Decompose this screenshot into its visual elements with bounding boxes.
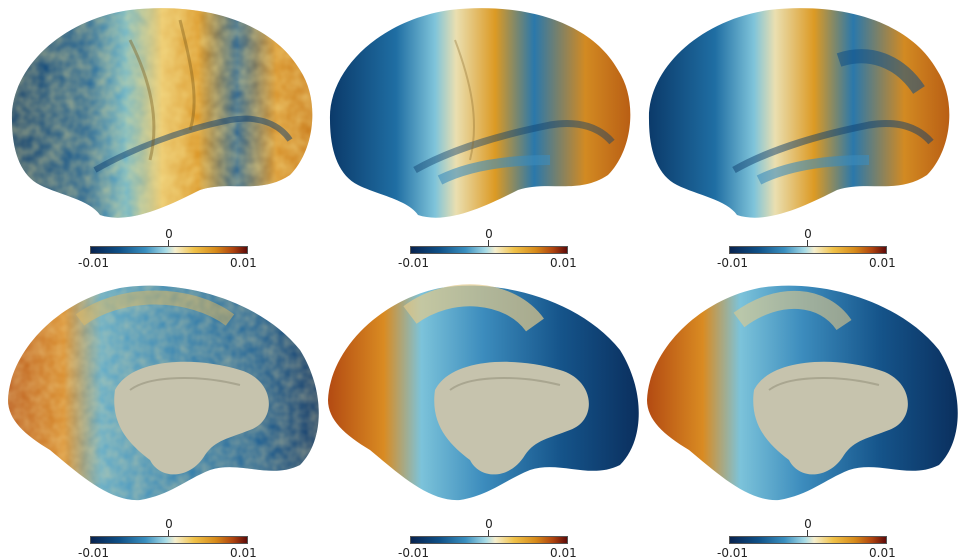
colorbar-max-label: 0.01	[230, 546, 257, 560]
colorbar-mid-label: 0	[165, 227, 173, 241]
colorbar-mid-tick	[488, 530, 489, 536]
colorbar-mid-tick	[807, 530, 808, 536]
panel-medial-2: 0 -0.01 0.01	[320, 280, 640, 560]
colorbar-max-label: 0.01	[550, 256, 577, 270]
colorbar-mid-label: 0	[485, 517, 493, 531]
brain-medial-noisy	[8, 285, 319, 501]
colorbar-mid-tick	[168, 240, 169, 246]
colorbar-gradient	[729, 246, 887, 254]
colorbar-max-label: 0.01	[550, 546, 577, 560]
brain-medial-smooth	[647, 285, 958, 501]
colorbar-min-label: -0.01	[398, 546, 430, 560]
colorbar-min-label: -0.01	[398, 256, 430, 270]
colorbar-max-label: 0.01	[230, 256, 257, 270]
brain-lateral-smooth	[648, 8, 950, 218]
colorbar-mid-tick	[168, 530, 169, 536]
panel-lateral-3: 0 -0.01 0.01	[639, 0, 959, 280]
colorbar-mid-label: 0	[804, 227, 812, 241]
colorbar-max-label: 0.01	[869, 256, 896, 270]
colorbar-min-label: -0.01	[717, 256, 749, 270]
brain-lateral-smooth	[329, 8, 631, 218]
colorbar-mid-label: 0	[485, 227, 493, 241]
panel-medial-3: 0 -0.01 0.01	[639, 280, 959, 560]
panel-medial-1: 0 -0.01 0.01	[0, 280, 320, 560]
colorbar-gradient	[410, 536, 568, 544]
brain-medial-smooth	[328, 284, 639, 501]
brain-lateral-noisy	[11, 8, 313, 218]
colorbar-min-label: -0.01	[78, 546, 110, 560]
panel-lateral-2: 0 -0.01 0.01	[320, 0, 640, 280]
colorbar-gradient	[410, 246, 568, 254]
colorbar-mid-tick	[807, 240, 808, 246]
colorbar-max-label: 0.01	[869, 546, 896, 560]
colorbar-gradient	[729, 536, 887, 544]
colorbar-min-label: -0.01	[717, 546, 749, 560]
colorbar-mid-tick	[488, 240, 489, 246]
colorbar-min-label: -0.01	[78, 256, 110, 270]
colorbar-mid-label: 0	[165, 517, 173, 531]
colorbar-gradient	[90, 536, 248, 544]
panel-lateral-1: 0 -0.01 0.01	[0, 0, 320, 280]
colorbar-gradient	[90, 246, 248, 254]
colorbar-mid-label: 0	[804, 517, 812, 531]
